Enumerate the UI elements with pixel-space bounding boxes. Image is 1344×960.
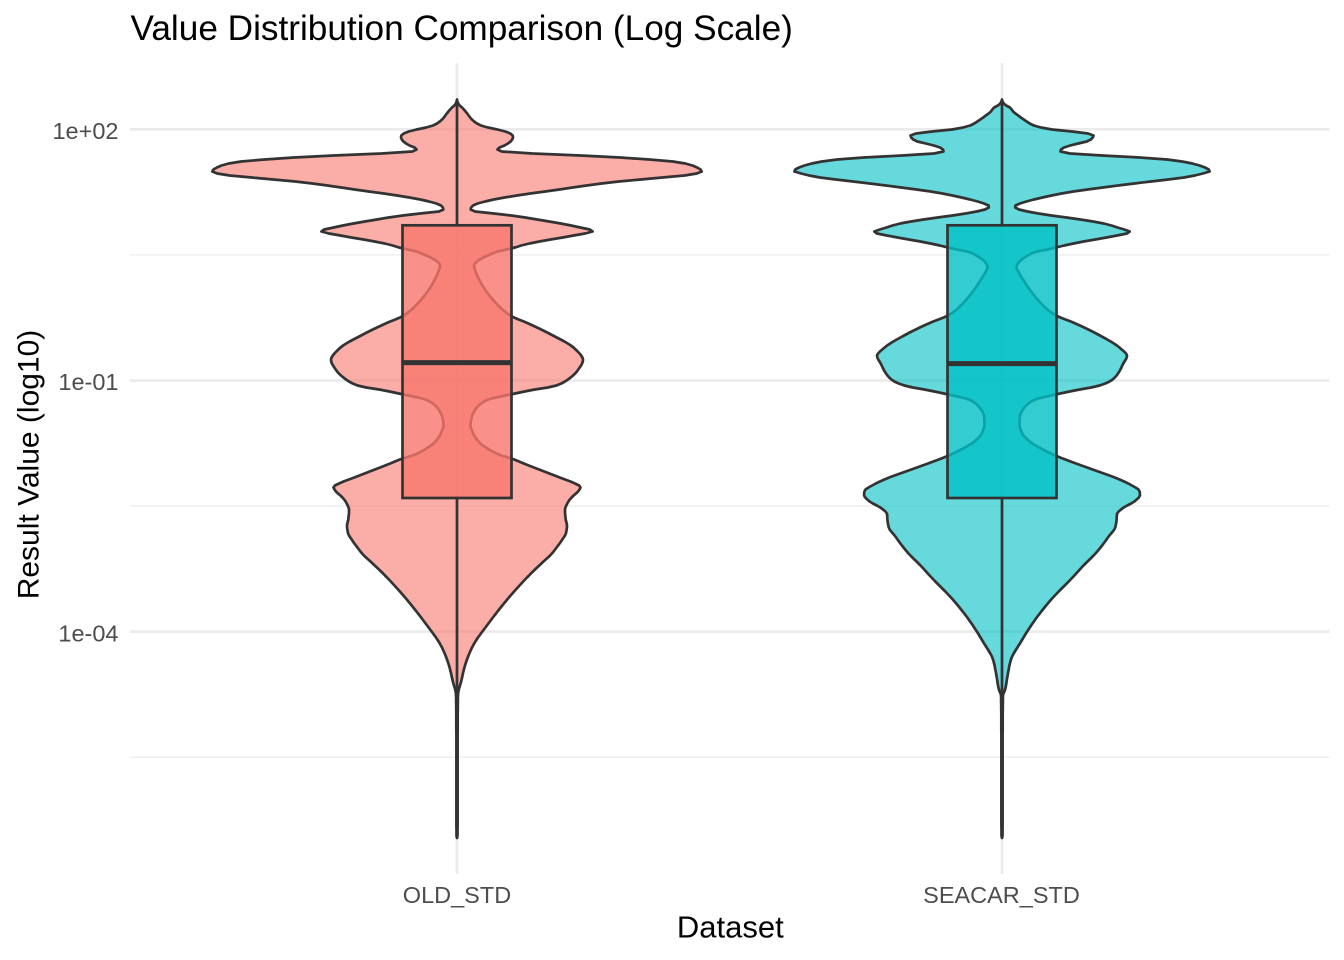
svg-text:OLD_STD: OLD_STD bbox=[403, 882, 511, 908]
svg-text:Value Distribution Comparison: Value Distribution Comparison (Log Scale… bbox=[131, 9, 793, 48]
svg-text:1e-01: 1e-01 bbox=[58, 369, 118, 395]
svg-text:Result Value (log10): Result Value (log10) bbox=[13, 330, 46, 600]
svg-text:1e-04: 1e-04 bbox=[58, 620, 118, 646]
svg-text:Dataset: Dataset bbox=[677, 909, 784, 944]
svg-text:1e+02: 1e+02 bbox=[52, 118, 118, 144]
svg-text:SEACAR_STD: SEACAR_STD bbox=[923, 882, 1080, 908]
